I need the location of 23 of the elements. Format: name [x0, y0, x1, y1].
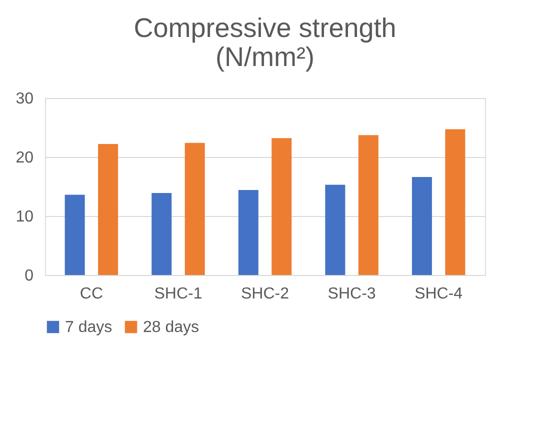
x-tick-label: SHC-1	[154, 286, 202, 302]
bar	[325, 184, 346, 275]
x-tick-label: SHC-2	[240, 286, 290, 302]
bar	[358, 135, 378, 275]
text: (N/mm²)	[216, 42, 314, 72]
bar	[272, 138, 292, 275]
y-tick-label: 10	[16, 208, 34, 226]
y-tick-label: 30	[16, 90, 34, 108]
legend-label: 7 days	[65, 319, 112, 336]
bar	[412, 177, 432, 275]
x-tick-label: SHC-4	[414, 286, 463, 302]
x-tick-label: CC	[80, 286, 103, 302]
bar	[445, 129, 466, 275]
y-tick-label: 20	[16, 150, 34, 166]
text: Compressive strength	[134, 13, 396, 43]
bar	[64, 194, 85, 275]
bar	[98, 144, 118, 275]
bar	[238, 190, 258, 275]
legend-label: 28 days	[143, 319, 200, 336]
bar	[184, 142, 205, 275]
y-tick-label: 0	[24, 268, 34, 284]
x-tick-label: SHC-3	[328, 286, 376, 302]
bar	[152, 192, 172, 275]
